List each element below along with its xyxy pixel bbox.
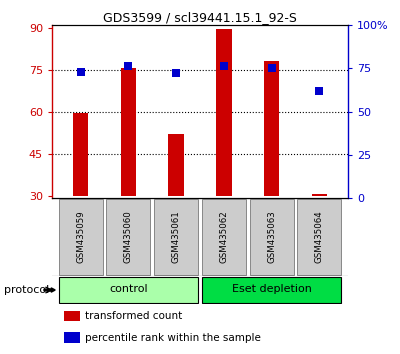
Bar bbox=[73, 113, 88, 196]
Text: GSM435061: GSM435061 bbox=[172, 211, 181, 263]
Point bbox=[268, 65, 275, 71]
Bar bbox=[154, 199, 198, 275]
Text: protocol: protocol bbox=[4, 285, 49, 295]
Bar bbox=[297, 199, 341, 275]
Bar bbox=[168, 134, 184, 196]
Bar bbox=[106, 199, 150, 275]
Bar bbox=[216, 29, 232, 196]
Text: GSM435060: GSM435060 bbox=[124, 211, 133, 263]
Bar bbox=[59, 199, 103, 275]
Bar bbox=[59, 277, 198, 303]
Bar bbox=[202, 277, 341, 303]
Point bbox=[125, 64, 132, 69]
Bar bbox=[64, 311, 80, 321]
Title: GDS3599 / scl39441.15.1_92-S: GDS3599 / scl39441.15.1_92-S bbox=[103, 11, 297, 24]
Bar bbox=[121, 68, 136, 196]
Point bbox=[221, 64, 227, 69]
Point bbox=[78, 69, 84, 74]
Text: control: control bbox=[109, 284, 148, 295]
Bar bbox=[264, 61, 279, 196]
Text: Eset depletion: Eset depletion bbox=[232, 284, 312, 295]
Bar bbox=[250, 199, 294, 275]
Text: GSM435062: GSM435062 bbox=[219, 211, 228, 263]
Text: GSM435064: GSM435064 bbox=[315, 211, 324, 263]
Text: transformed count: transformed count bbox=[84, 312, 182, 321]
Text: percentile rank within the sample: percentile rank within the sample bbox=[84, 333, 260, 343]
Point bbox=[173, 70, 179, 76]
Bar bbox=[64, 332, 80, 343]
Bar bbox=[312, 194, 327, 196]
Bar bbox=[202, 199, 246, 275]
Text: GSM435059: GSM435059 bbox=[76, 211, 85, 263]
Point bbox=[316, 88, 322, 93]
Text: GSM435063: GSM435063 bbox=[267, 211, 276, 263]
